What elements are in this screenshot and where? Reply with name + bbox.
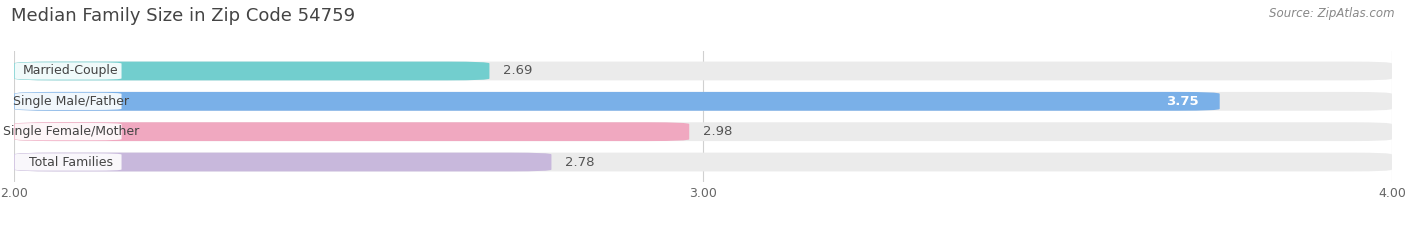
FancyBboxPatch shape (14, 92, 1392, 111)
Text: Total Families: Total Families (30, 155, 112, 168)
FancyBboxPatch shape (14, 122, 1392, 141)
FancyBboxPatch shape (14, 153, 121, 171)
FancyBboxPatch shape (14, 92, 1219, 111)
Text: Single Male/Father: Single Male/Father (13, 95, 129, 108)
Text: Median Family Size in Zip Code 54759: Median Family Size in Zip Code 54759 (11, 7, 356, 25)
FancyBboxPatch shape (14, 123, 121, 140)
Text: Source: ZipAtlas.com: Source: ZipAtlas.com (1270, 7, 1395, 20)
FancyBboxPatch shape (14, 62, 1392, 80)
FancyBboxPatch shape (14, 93, 121, 110)
FancyBboxPatch shape (14, 153, 551, 171)
Text: Single Female/Mother: Single Female/Mother (3, 125, 139, 138)
FancyBboxPatch shape (14, 122, 689, 141)
FancyBboxPatch shape (14, 62, 489, 80)
FancyBboxPatch shape (14, 153, 1392, 171)
Text: 2.69: 2.69 (503, 65, 533, 78)
Text: 2.78: 2.78 (565, 155, 595, 168)
FancyBboxPatch shape (14, 62, 121, 80)
Text: 2.98: 2.98 (703, 125, 733, 138)
Text: 3.75: 3.75 (1167, 95, 1199, 108)
Text: Married-Couple: Married-Couple (22, 65, 118, 78)
